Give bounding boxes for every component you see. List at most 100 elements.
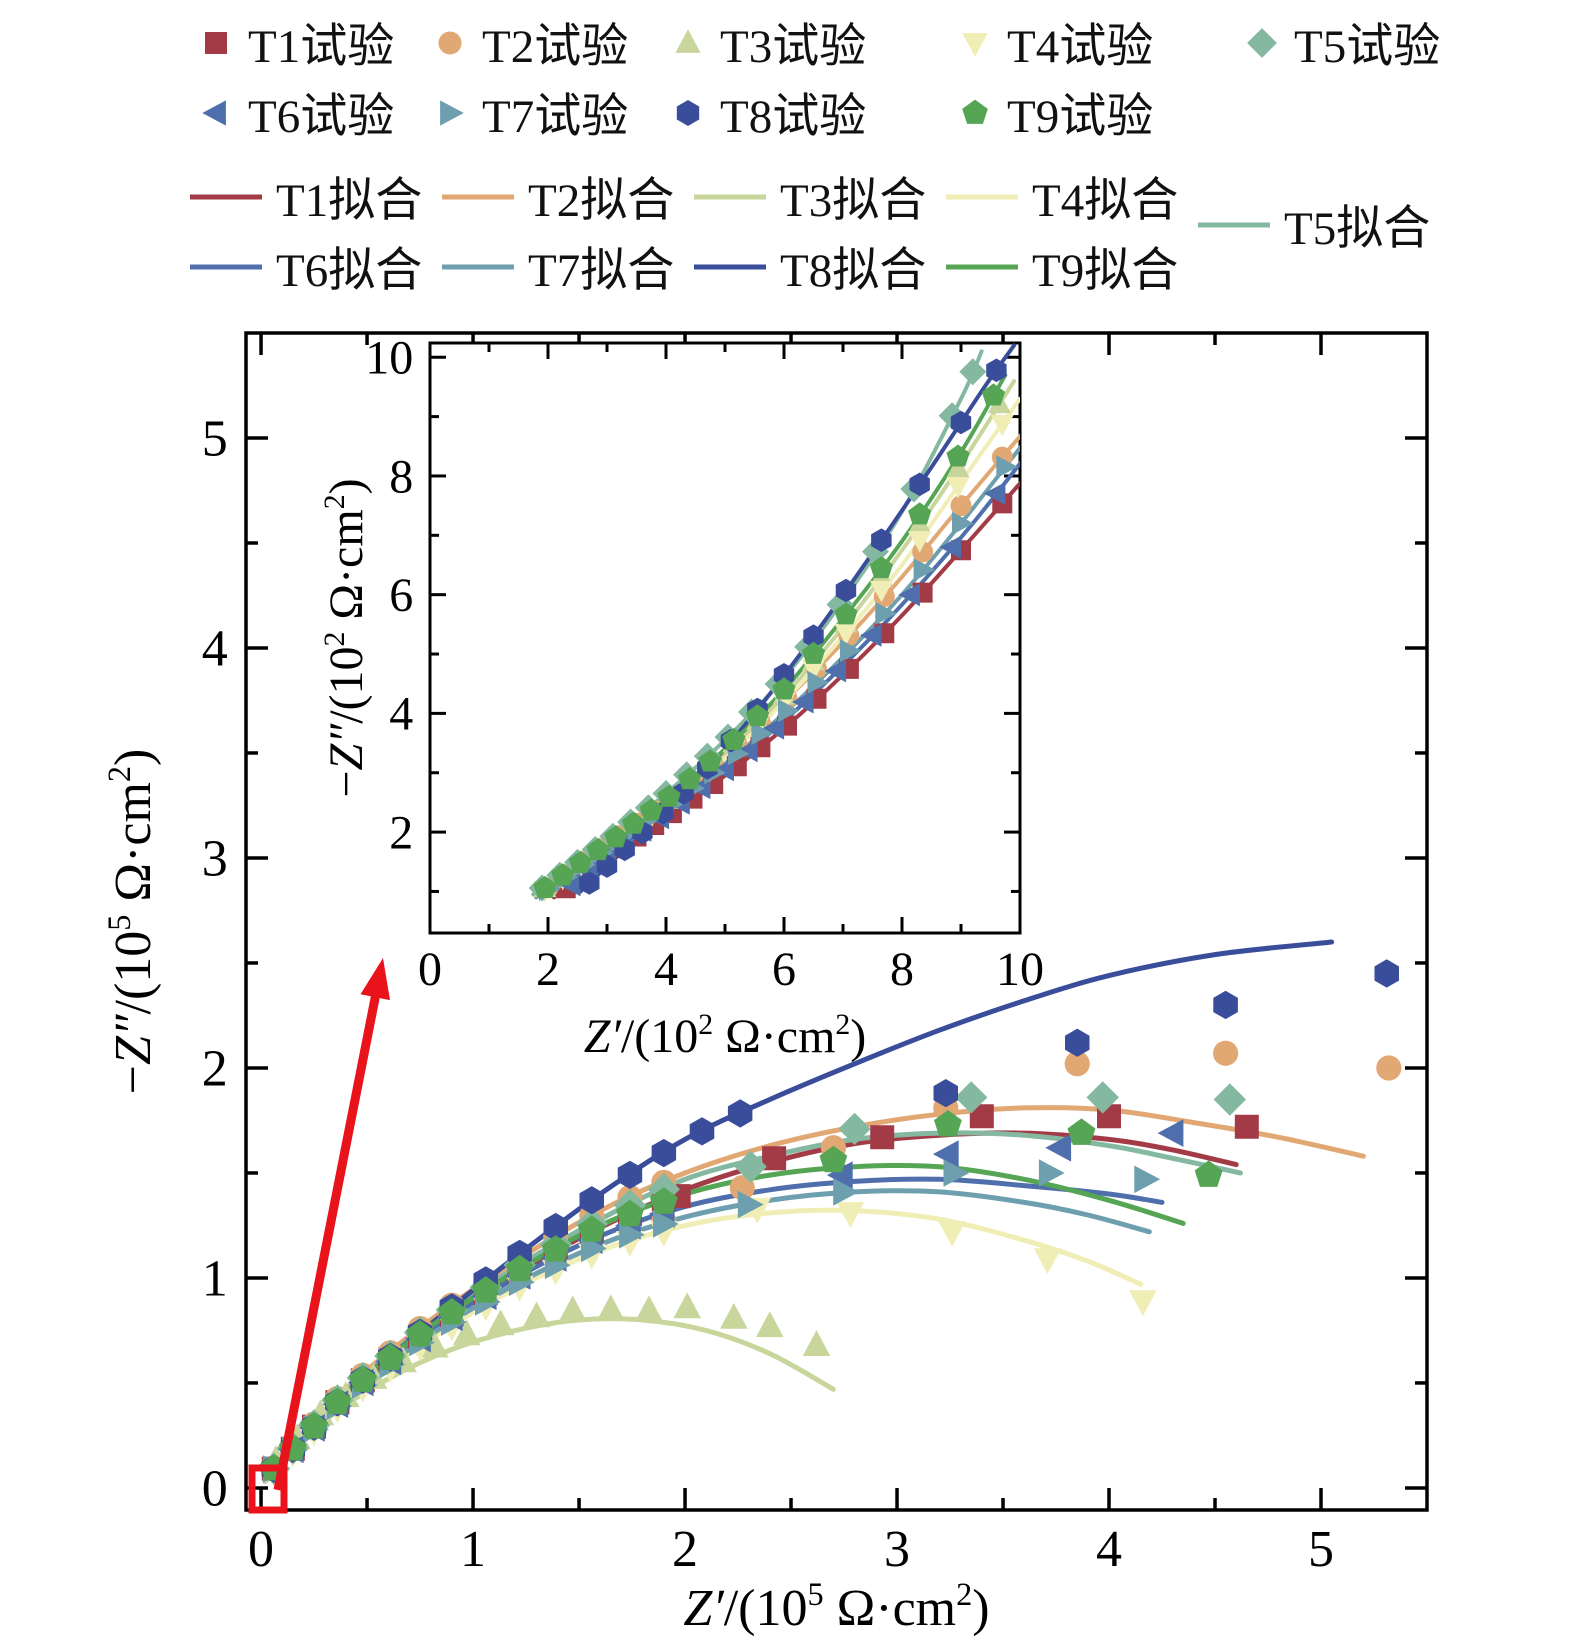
pentagon-marker-icon — [962, 99, 988, 124]
legend-item-T2-experiment: T2试验 — [430, 7, 668, 76]
triangle-left-marker-icon — [826, 1161, 853, 1189]
legend-item-T6-fit: T6拟合 — [188, 231, 440, 300]
pentagon-marker-icon — [722, 727, 746, 750]
hexagon-marker-icon — [579, 1186, 604, 1215]
legend-row-2: T6试验 T7试验 T8试验 T9试验 — [0, 76, 1575, 146]
hexagon-marker-icon — [727, 1099, 753, 1128]
pentagon-marker-icon — [376, 1343, 405, 1370]
pentagon-marker-icon — [621, 811, 646, 834]
main-x-tick-label: 1 — [460, 1521, 486, 1578]
legend-label: T7拟合 — [528, 244, 675, 297]
pentagon-marker-icon — [678, 767, 702, 790]
triangle-right-marker-icon — [875, 601, 897, 625]
triangle-right-marker-icon — [778, 699, 800, 723]
triangle-down-marker-icon — [1033, 1248, 1062, 1275]
hexagon-marker-icon — [1374, 959, 1399, 988]
triangle-left-marker-icon — [1157, 1119, 1184, 1147]
triangle-right-marker-icon — [1134, 1165, 1161, 1194]
fit-line-T7 — [262, 1188, 1152, 1480]
legend-label: T6试验 — [248, 90, 395, 143]
triangle-right-marker-icon — [440, 100, 464, 126]
hexagon-marker-icon — [1213, 990, 1238, 1020]
main-y-tick-label: 4 — [202, 621, 228, 678]
legend-label: T3试验 — [720, 20, 867, 73]
pentagon-marker-icon — [541, 1235, 570, 1262]
pentagon-marker-icon — [604, 825, 628, 848]
zoom-source-box — [248, 1464, 288, 1514]
legend-item-T9-experiment: T9试验 — [955, 77, 1242, 146]
square-marker-icon — [870, 1125, 895, 1150]
triangle-left-marker-icon — [1045, 1134, 1072, 1162]
triangle-down-marker-icon — [938, 1221, 966, 1247]
scatter-T7 — [263, 1159, 1161, 1483]
legend-row-3: T1拟合 T2拟合 T3拟合 T4拟合 T5拟合 — [0, 160, 1575, 255]
pentagon-marker-icon — [551, 863, 575, 886]
pentagon-marker-icon — [586, 838, 610, 861]
inset-axes: 0 2 4 6 8 10 2 4 6 8 10 — [365, 332, 1044, 996]
zoom-annotation — [248, 958, 390, 1514]
pentagon-marker-icon — [1194, 1160, 1223, 1187]
inset-x-tick-label: 10 — [996, 943, 1044, 996]
pentagon-marker-icon — [834, 602, 858, 625]
square-marker-icon — [762, 1146, 787, 1171]
triangle-left-marker-icon — [983, 482, 1006, 505]
diamond-marker-icon — [1086, 1081, 1119, 1114]
inset-x-axis-title: Z′/(102 Ω·cm2) — [584, 1008, 867, 1063]
pentagon-marker-icon — [616, 1199, 644, 1227]
legend-item-T5-fit: T5拟合 — [1196, 189, 1448, 258]
triangle-right-marker-icon — [440, 100, 464, 126]
triangle-up-marker-icon — [558, 1295, 587, 1322]
square-marker-icon — [969, 1104, 994, 1129]
triangle-left-marker-icon — [898, 583, 920, 607]
triangle-right-marker-icon — [943, 1159, 970, 1187]
pentagon-marker-icon — [323, 1387, 352, 1415]
triangle-right-marker-icon — [619, 1221, 645, 1249]
pentagon-marker-icon — [934, 1110, 962, 1137]
inset-x-tick-label: 6 — [772, 943, 796, 996]
pentagon-marker-icon — [962, 99, 988, 124]
circle-marker-icon — [729, 1175, 755, 1201]
legend-label: T9拟合 — [1032, 244, 1179, 297]
triangle-down-marker-icon — [836, 1202, 865, 1228]
square-marker-icon — [205, 32, 227, 54]
diamond-marker-icon — [838, 1112, 871, 1146]
fit-line-swatch — [694, 194, 766, 200]
hexagon-marker-icon — [676, 100, 700, 126]
circle-marker-icon — [438, 31, 462, 55]
pentagon-marker-icon — [649, 1187, 678, 1214]
hexagon-marker-icon — [909, 472, 930, 497]
inset-plot-data — [528, 343, 1020, 903]
legend-label: T2拟合 — [528, 174, 675, 227]
triangle-down-marker-icon — [908, 531, 932, 553]
legend-item-T9-fit: T9拟合 — [944, 231, 1196, 300]
hexagon-marker-icon — [871, 528, 892, 552]
inset-ticks — [428, 343, 1022, 933]
legend-label: T1拟合 — [276, 174, 423, 227]
triangle-down-marker-icon — [802, 659, 825, 682]
circle-marker-icon — [1064, 1051, 1090, 1077]
fit-line-swatch — [190, 194, 262, 200]
pentagon-marker-icon — [639, 798, 663, 821]
legend-item-T4-experiment: T4试验 — [955, 7, 1242, 76]
legend-label: T8拟合 — [780, 244, 927, 297]
pentagon-marker-icon — [745, 704, 770, 727]
triangle-up-marker-icon — [675, 29, 701, 53]
hexagon-marker-icon — [933, 1079, 958, 1108]
hexagon-marker-icon — [596, 854, 618, 878]
triangle-down-marker-icon — [1129, 1290, 1157, 1317]
fit-line-swatch — [442, 194, 514, 200]
hexagon-marker-icon — [773, 663, 795, 687]
main-x-tick-label: 2 — [672, 1521, 698, 1578]
diamond-marker-icon — [1247, 28, 1277, 58]
triangle-left-marker-icon — [860, 623, 882, 647]
hexagon-marker-icon — [986, 358, 1007, 383]
fit-line-swatch — [946, 194, 1018, 200]
triangle-up-marker-icon — [486, 1309, 515, 1336]
legend-label: T5拟合 — [1284, 202, 1431, 255]
triangle-up-marker-icon — [946, 455, 970, 478]
triangle-right-marker-icon — [833, 1178, 859, 1206]
inset-x-tick-label: 0 — [418, 943, 442, 996]
legend-label: T7试验 — [482, 90, 629, 143]
